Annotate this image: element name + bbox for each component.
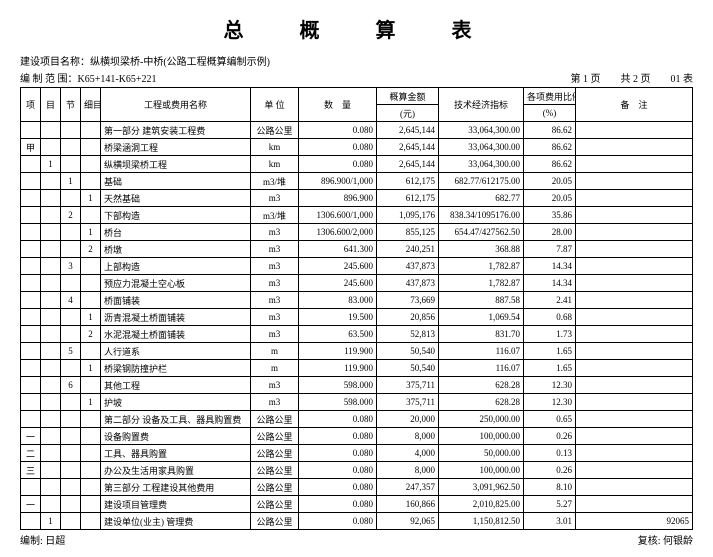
hdr-qty: 数 量 bbox=[299, 88, 377, 122]
hdr-amt1: 概算金额 bbox=[377, 88, 439, 105]
hdr-xiang: 项 bbox=[21, 88, 41, 122]
hdr-mu: 目 bbox=[41, 88, 61, 122]
table-row: 二工具、器具购置公路公里0.0804,00050,000.000.13 bbox=[21, 445, 693, 462]
table-row: 2水泥混凝土桥面铺装m363.50052,813831.701.73 bbox=[21, 326, 693, 343]
table-row: 4桥面铺装m383.00073,669887.582.41 bbox=[21, 292, 693, 309]
table-row: 第二部分 设备及工具、器具购置费公路公里0.08020,000250,000.0… bbox=[21, 411, 693, 428]
table-row: 6其他工程m3598.000375,711628.2812.30 bbox=[21, 377, 693, 394]
table-row: 3上部构造m3245.600437,8731,782.8714.34 bbox=[21, 258, 693, 275]
page-info: 第 1 页 共 2 页 01 表 bbox=[571, 70, 694, 85]
table-row: 1建设单位(业主) 管理费公路公里0.08092,0651,150,812.50… bbox=[21, 513, 693, 530]
table-row: 5人行道系m119.90050,540116.071.65 bbox=[21, 343, 693, 360]
table-row: 1护坡m3598.000375,711628.2812.30 bbox=[21, 394, 693, 411]
foot-right: 复核: 何银龄 bbox=[638, 532, 693, 547]
hdr-pct1: 各项费用比例 bbox=[524, 88, 576, 105]
hdr-tech: 技术经济指标 bbox=[439, 88, 524, 122]
project-line: 建设项目名称：纵横坝梁桥-中桥(公路工程概算编制示例) bbox=[20, 53, 693, 68]
hdr-jie: 节 bbox=[61, 88, 81, 122]
table-row: 预应力混凝土空心板m3245.600437,8731,782.8714.34 bbox=[21, 275, 693, 292]
table-row: 1纵横坝梁桥工程km0.0802,645,14433,064,300.0086.… bbox=[21, 156, 693, 173]
table-row: 1桥梁钢防撞护栏m119.90050,540116.071.65 bbox=[21, 360, 693, 377]
table-row: 2桥墩m3641.300240,251368.887.87 bbox=[21, 241, 693, 258]
hdr-unit: 单 位 bbox=[251, 88, 299, 122]
foot-left: 编制: 日超 bbox=[20, 532, 65, 547]
hdr-name: 工程或费用名称 bbox=[101, 88, 251, 122]
table-row: 三办公及生活用家具购置公路公里0.0808,000100,000.000.26 bbox=[21, 462, 693, 479]
page-title: 总 概 算 表 bbox=[20, 14, 693, 43]
table-row: 1天然基础m3896.900612,175682.7720.05 bbox=[21, 190, 693, 207]
estimate-table: 项 目 节 细目 工程或费用名称 单 位 数 量 概算金额 技术经济指标 各项费… bbox=[20, 87, 693, 530]
table-row: 1基础m3/堆896.900/1,000612,175682.77/612175… bbox=[21, 173, 693, 190]
table-row: 第三部分 工程建设其他费用公路公里0.080247,3573,091,962.5… bbox=[21, 479, 693, 496]
table-row: 一设备购置费公路公里0.0808,000100,000.000.26 bbox=[21, 428, 693, 445]
table-row: 第一部分 建筑安装工程费公路公里0.0802,645,14433,064,300… bbox=[21, 122, 693, 139]
hdr-amt2: (元) bbox=[377, 105, 439, 122]
footer: 编制: 日超 复核: 何银龄 bbox=[20, 532, 693, 547]
hdr-xi: 细目 bbox=[81, 88, 101, 122]
table-row: 1沥青混凝土桥面铺装m319.50020,8561,069.540.68 bbox=[21, 309, 693, 326]
table-row: 1桥台m31306.600/2,000855,125654.47/427562.… bbox=[21, 224, 693, 241]
hdr-pct2: (%) bbox=[524, 105, 576, 122]
range-line: 编 制 范 围：K65+141-K65+221 第 1 页 共 2 页 01 表 bbox=[20, 70, 693, 85]
table-row: 甲桥梁涵洞工程km0.0802,645,14433,064,300.0086.6… bbox=[21, 139, 693, 156]
hdr-rem: 备 注 bbox=[576, 88, 693, 122]
table-row: 一建设项目管理费公路公里0.080160,8662,010,825.005.27 bbox=[21, 496, 693, 513]
table-row: 2下部构造m3/堆1306.600/1,0001,095,176838.34/1… bbox=[21, 207, 693, 224]
